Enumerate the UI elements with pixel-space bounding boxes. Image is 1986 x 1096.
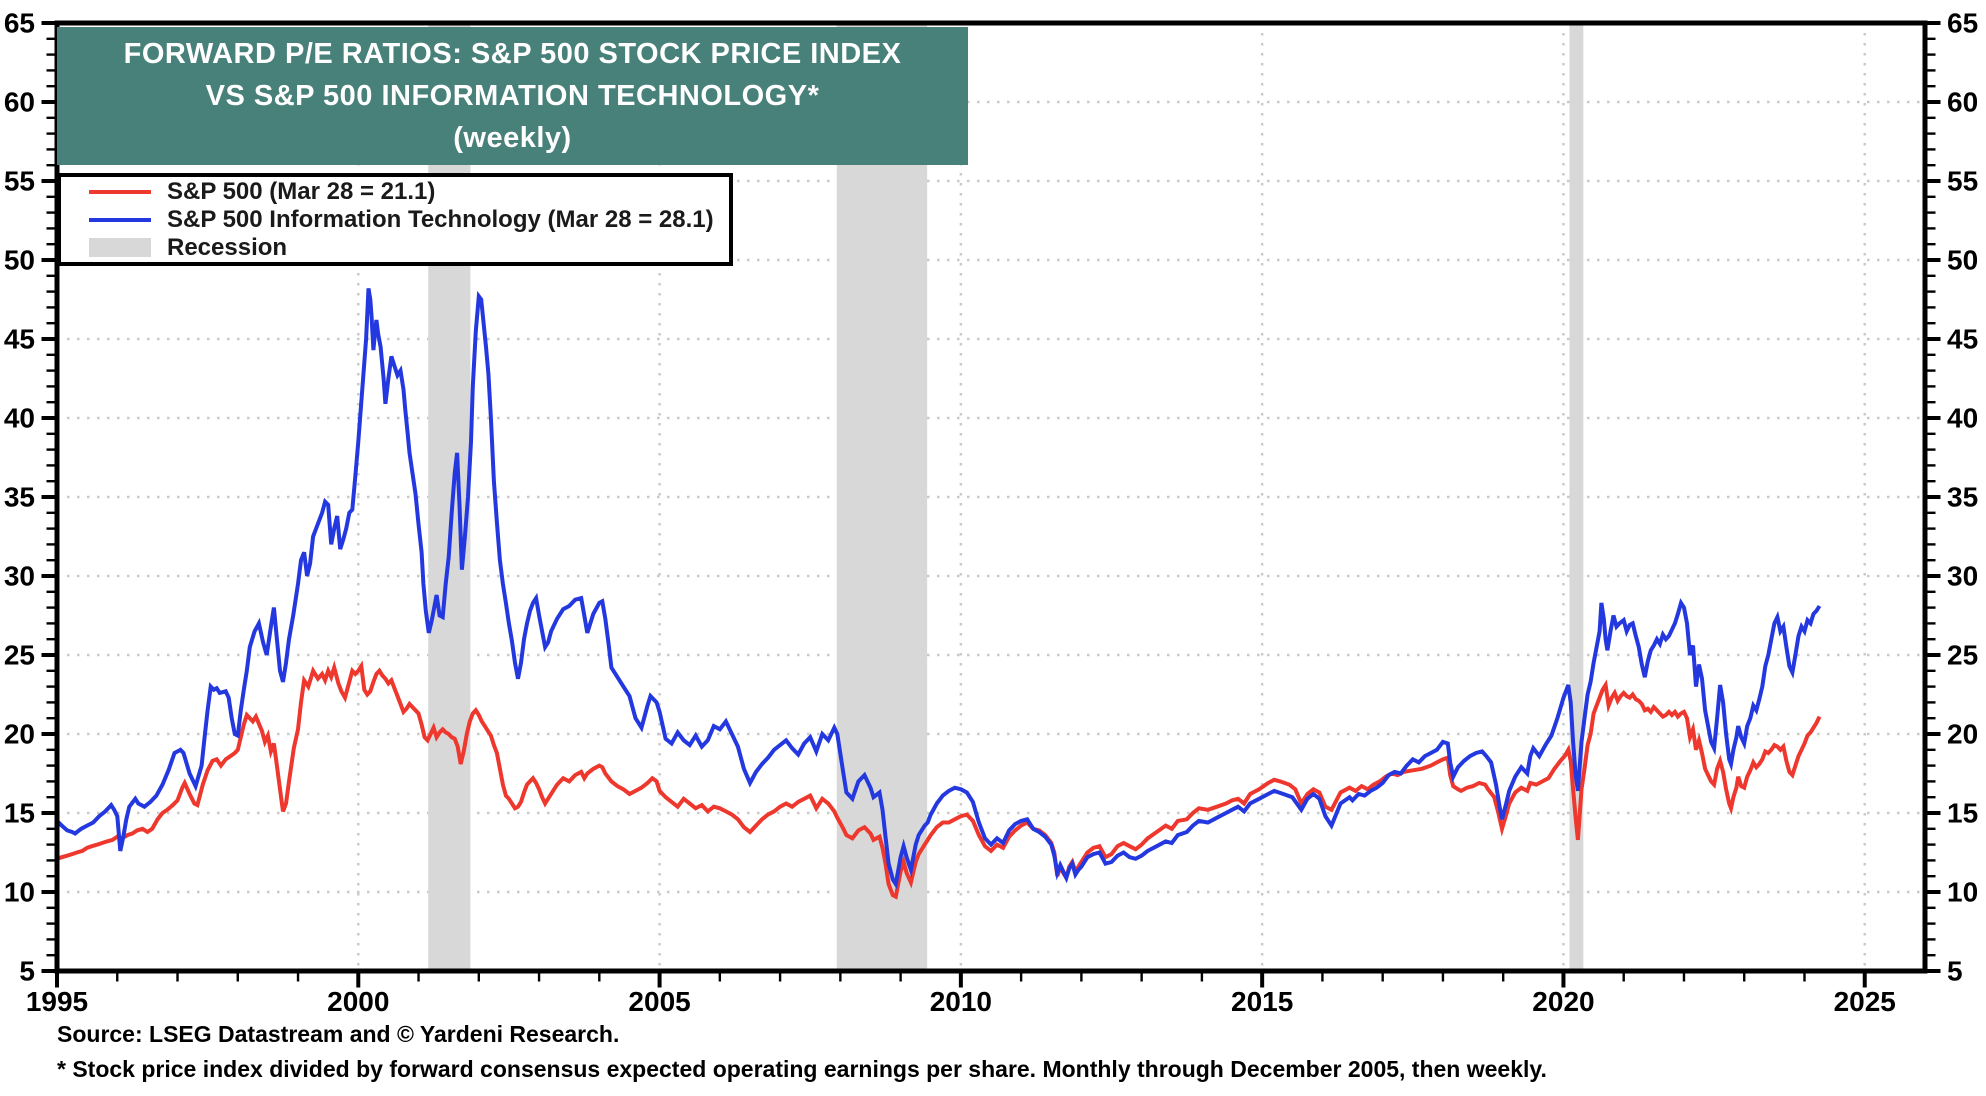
y-axis-right-label-50: 50 — [1947, 245, 1978, 276]
source-text: Source: LSEG Datastream and © Yardeni Re… — [57, 1021, 620, 1047]
x-axis-label-2010: 2010 — [930, 986, 992, 1017]
y-axis-left-label-25: 25 — [4, 640, 35, 671]
legend-label-tech: S&P 500 Information Technology (Mar 28 =… — [167, 205, 714, 233]
y-axis-right-label-55: 55 — [1947, 166, 1978, 197]
y-axis-right-label-10: 10 — [1947, 877, 1978, 908]
y-axis-left-label-15: 15 — [4, 798, 35, 829]
plot-frame — [54, 20, 1928, 974]
y-axis-left-label-45: 45 — [4, 324, 35, 355]
recession-band-1 — [836, 25, 928, 969]
y-axis-right-label-35: 35 — [1947, 482, 1978, 513]
recession-band-0 — [428, 25, 471, 969]
chart-title-line-2: VS S&P 500 INFORMATION TECHNOLOGY* — [205, 80, 820, 112]
y-axis-right-label-60: 60 — [1947, 87, 1978, 118]
x-axis-label-2015: 2015 — [1231, 986, 1293, 1017]
y-axis-left-label-50: 50 — [4, 245, 35, 276]
sp500-line-swatch — [89, 189, 151, 194]
y-axis-right-label-20: 20 — [1947, 719, 1978, 750]
y-axis-right-label-5: 5 — [1947, 956, 1963, 987]
legend-item-recession: Recession — [89, 234, 729, 261]
x-axis-label-2020: 2020 — [1532, 986, 1594, 1017]
y-axis-right-label-40: 40 — [1947, 403, 1978, 434]
x-axis-label-2025: 2025 — [1834, 986, 1896, 1017]
sp500-series-line — [56, 660, 1822, 900]
legend-item-sp500: S&P 500 (Mar 28 = 21.1) — [89, 178, 729, 205]
x-axis-label-1995: 1995 — [26, 986, 88, 1017]
chart-title-box: FORWARD P/E RATIOS: S&P 500 STOCK PRICE … — [57, 27, 968, 165]
legend-box: S&P 500 (Mar 28 = 21.1) S&P 500 Informat… — [57, 173, 733, 266]
y-axis-right-label-15: 15 — [1947, 798, 1978, 829]
y-axis-left-label-65: 65 — [4, 8, 35, 39]
legend-label-sp500: S&P 500 (Mar 28 = 21.1) — [167, 177, 436, 205]
recession-swatch — [89, 238, 151, 257]
legend-label-recession: Recession — [167, 233, 288, 261]
chart-title-line-3: (weekly) — [453, 122, 572, 154]
x-axis-label-2000: 2000 — [327, 986, 389, 1017]
tech-line-swatch — [89, 217, 151, 222]
footnote-text: * Stock price index divided by forward c… — [57, 1056, 1547, 1082]
y-axis-right-label-45: 45 — [1947, 324, 1978, 355]
y-axis-right-label-30: 30 — [1947, 561, 1978, 592]
tech-series-line — [55, 288, 1822, 890]
y-axis-left-label-60: 60 — [4, 87, 35, 118]
y-axis-left-label-55: 55 — [4, 166, 35, 197]
y-axis-left-label-35: 35 — [4, 482, 35, 513]
y-axis-left-label-30: 30 — [4, 561, 35, 592]
chart-title-line-1: FORWARD P/E RATIOS: S&P 500 STOCK PRICE … — [123, 38, 902, 70]
y-axis-right-label-25: 25 — [1947, 640, 1978, 671]
y-axis-right-label-65: 65 — [1947, 8, 1978, 39]
x-axis-label-2005: 2005 — [628, 986, 690, 1017]
y-axis-left-label-20: 20 — [4, 719, 35, 750]
legend-item-tech: S&P 500 Information Technology (Mar 28 =… — [89, 206, 729, 233]
y-axis-left-label-5: 5 — [19, 956, 35, 987]
y-axis-left-label-10: 10 — [4, 877, 35, 908]
y-axis-left-label-40: 40 — [4, 403, 35, 434]
